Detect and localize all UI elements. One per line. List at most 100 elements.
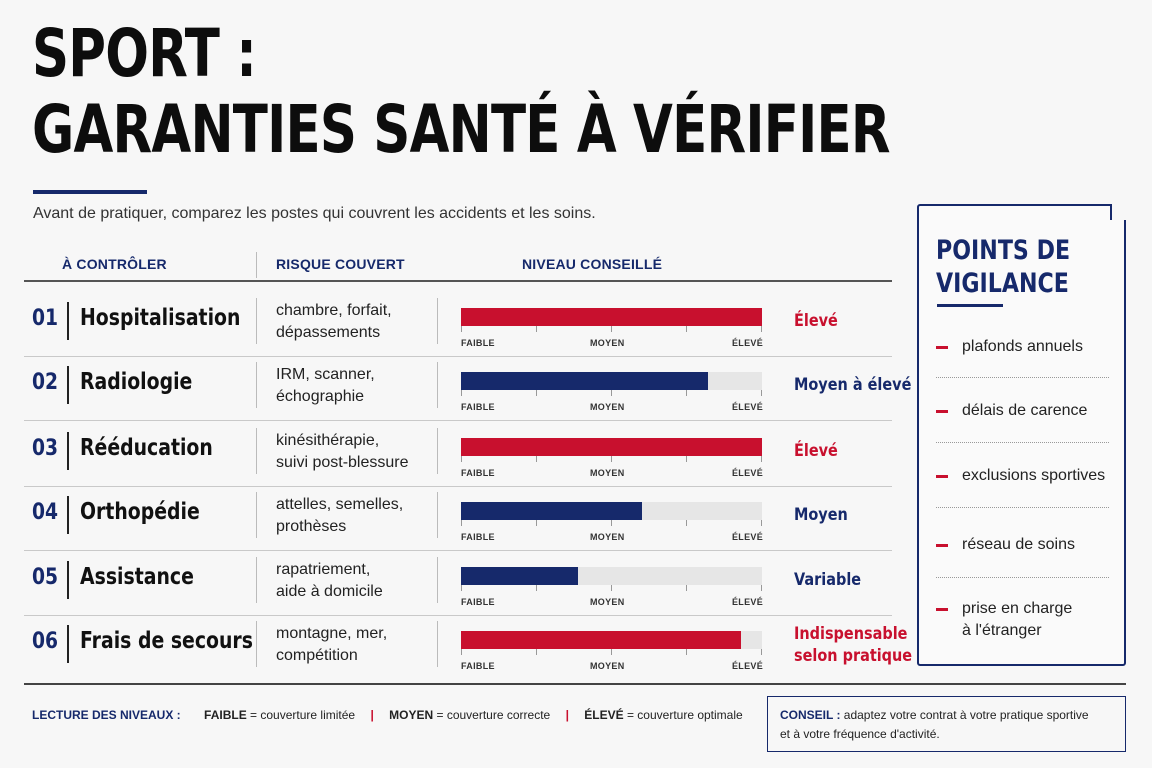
scale-tick [536,326,537,332]
legend-high-term: ÉLEVÉ [584,708,624,722]
row-level-line-1: Moyen [794,505,848,525]
scale-label-mid: MOYEN [590,402,625,412]
vigilance-item-line-1: prise en charge [962,600,1073,617]
level-bar-fill [461,502,642,520]
dash-icon [936,608,948,611]
advice-box: CONSEIL : adaptez votre contrat à votre … [767,696,1126,752]
scale-label-high: ÉLEVÉ [732,597,764,607]
legend-high-desc: = couverture optimale [623,708,743,722]
scale-tick [686,326,687,332]
row-separator [24,550,892,551]
row-level-text: Moyen à élevé [794,374,911,396]
scale-tick [761,585,762,591]
row-risk-line-1: chambre, forfait, [276,302,392,319]
scale-tick [536,390,537,396]
column-divider [437,621,438,667]
row-number-divider [67,432,69,470]
row-guarantee-name: Assistance [80,564,194,590]
level-bar-fill [461,372,708,390]
dotted-rule [936,507,1109,508]
scale-tick [686,520,687,526]
legend-low-desc: = couverture limitée [246,708,356,722]
row-guarantee-name: Frais de secours [80,628,253,654]
table-row: 03 Rééducation kinésithérapie, suivi pos… [24,418,892,487]
legend-low-term: FAIBLE [204,708,247,722]
vigilance-item-line-1: délais de carence [962,402,1088,419]
level-bar-fill [461,631,741,649]
scale-tick [611,649,612,655]
row-risk: montagne, mer, compétition [276,623,387,667]
level-bar-fill [461,308,762,326]
scale-tick [686,456,687,462]
scale-tick [611,390,612,396]
title-line-1: SPORT : [32,15,257,92]
level-bar-track [461,308,762,326]
scale-tick [461,390,462,396]
row-level-text: Variable [794,569,861,591]
scale-label-high: ÉLEVÉ [732,468,764,478]
row-risk: kinésithérapie, suivi post-blessure [276,430,409,474]
row-risk: attelles, semelles, prothèses [276,494,403,538]
level-bar-track [461,631,762,649]
header-rule [24,280,892,282]
row-number-divider [67,561,69,599]
row-separator [24,486,892,487]
vigilance-item-text: délais de carence [962,400,1087,422]
row-level-line-1: Variable [794,570,862,590]
table-row: 02 Radiologie IRM, scanner, échographie … [24,352,911,421]
scale-label-high: ÉLEVÉ [732,402,764,412]
scale-label-low: FAIBLE [461,532,495,542]
title-underline [33,190,147,194]
scale-tick [761,520,762,526]
row-risk: rapatriement, aide à domicile [276,559,383,603]
row-level-line-1: Élevé [794,311,838,331]
scale-tick [611,326,612,332]
row-level-line-1: Moyen à élevé [794,375,912,395]
legend-title: LECTURE DES NIVEAUX : [32,708,181,722]
row-level-line-1: Indispensable [794,624,908,644]
scale-tick [686,585,687,591]
column-divider [437,492,438,538]
advice-text-1: adaptez votre contrat à votre pratique s… [840,708,1089,722]
column-divider [256,492,257,538]
row-separator [24,615,892,616]
row-risk: chambre, forfait, dépassements [276,300,392,344]
row-separator [24,356,892,357]
row-number: 02 [32,370,59,395]
scale-tick [761,390,762,396]
row-guarantee-name: Radiologie [80,369,193,395]
row-risk-line-1: rapatriement, [276,561,371,578]
row-risk-line-2: échographie [276,388,365,405]
page-title: SPORT : GARANTIES SANTÉ À VÉRIFIER [32,15,891,168]
scale-tick [761,326,762,332]
scale-tick [611,456,612,462]
row-number-divider [67,496,69,534]
scale-tick [761,649,762,655]
vigilance-item-line-1: réseau de soins [962,536,1075,553]
vigilance-item-text: exclusions sportives [962,465,1105,487]
row-risk-line-1: attelles, semelles, [276,496,404,513]
row-number: 05 [32,565,59,590]
vigilance-title-line-1: POINTS DE [936,235,1071,266]
scale-label-high: ÉLEVÉ [732,661,764,671]
row-risk-line-1: kinésithérapie, [276,432,380,449]
row-level-text: Indispensable selon pratique [794,623,912,667]
row-guarantee-name: Orthopédie [80,499,200,525]
row-risk-line-2: aide à domicile [276,583,383,600]
level-bar-track [461,372,762,390]
legend-mid-term: MOYEN [389,708,434,722]
column-divider [256,621,257,667]
title-line-2: GARANTIES SANTÉ À VÉRIFIER [32,91,891,168]
dotted-rule [936,377,1109,378]
row-level-text: Élevé [794,310,838,332]
vigilance-item-line-1: plafonds annuels [962,338,1083,355]
scale-tick [461,585,462,591]
row-level-line-2: selon pratique [794,646,913,666]
scale-label-mid: MOYEN [590,338,625,348]
legend-separator: | [370,708,374,722]
scale-tick [461,520,462,526]
scale-tick [611,520,612,526]
row-level-text: Élevé [794,440,838,462]
column-divider [437,428,438,474]
scale-label-mid: MOYEN [590,468,625,478]
